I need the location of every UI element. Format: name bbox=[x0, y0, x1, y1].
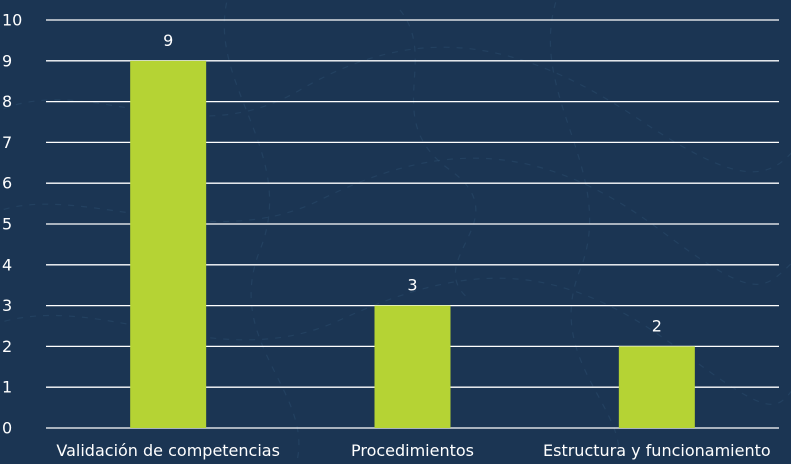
y-axis-ticks: 0 1 2 3 4 5 6 7 8 9 10 bbox=[2, 11, 22, 438]
data-label-1: 9 bbox=[163, 31, 173, 50]
bar-2 bbox=[374, 305, 451, 428]
y-tick-label: 8 bbox=[2, 92, 12, 111]
y-tick-label: 7 bbox=[2, 133, 12, 152]
y-tick-label: 1 bbox=[2, 378, 12, 397]
y-tick-label: 6 bbox=[2, 174, 12, 193]
y-tick-label: 0 bbox=[2, 419, 12, 438]
y-tick-label: 5 bbox=[2, 215, 12, 234]
x-axis-ticks: Validación de competencias Procedimientos… bbox=[56, 441, 770, 460]
x-tick-label-3: Estructura y funcionamiento bbox=[543, 441, 771, 460]
y-tick-label: 10 bbox=[2, 11, 22, 30]
bar-1 bbox=[130, 60, 207, 429]
data-label-2: 3 bbox=[407, 276, 417, 295]
data-labels: 9 3 2 bbox=[163, 31, 662, 336]
x-tick-label-2: Procedimientos bbox=[351, 441, 474, 460]
bars bbox=[130, 60, 695, 429]
y-tick-label: 9 bbox=[2, 51, 12, 70]
y-tick-label: 2 bbox=[2, 337, 12, 356]
data-label-3: 2 bbox=[652, 316, 662, 335]
bar-3 bbox=[618, 346, 695, 428]
y-tick-label: 3 bbox=[2, 296, 12, 315]
x-tick-label-1: Validación de competencias bbox=[56, 441, 280, 460]
y-tick-label: 4 bbox=[2, 255, 12, 274]
